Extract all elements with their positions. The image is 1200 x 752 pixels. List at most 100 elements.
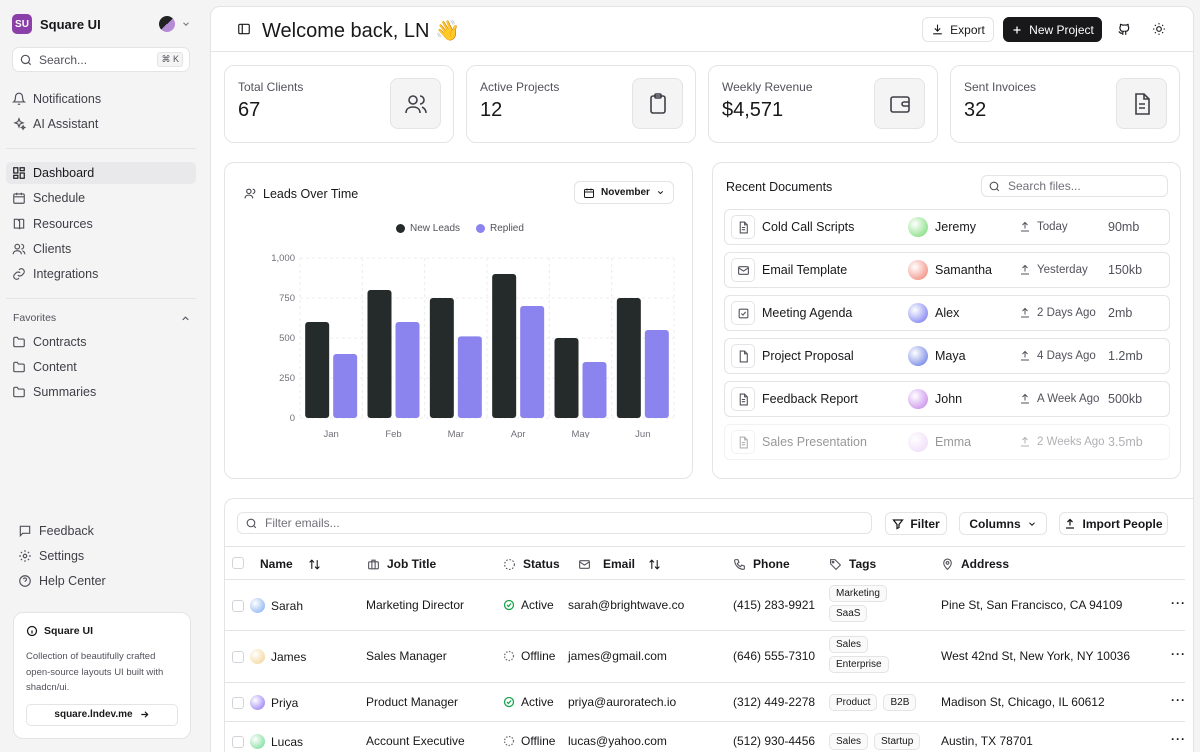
table-row[interactable]: Lucas Account Executive Offline lucas@yahoo… [225,722,1185,752]
favorite-item-summaries[interactable]: Summaries [6,381,196,403]
import-label: Import People [1082,516,1163,531]
sidebar-item-schedule[interactable]: Schedule [6,187,196,209]
sidebar-item-dashboard[interactable]: Dashboard [6,162,196,184]
sidebar-item-integrations[interactable]: Integrations [6,263,196,285]
loader-icon [503,735,515,747]
file-icon [739,350,748,362]
filter-button[interactable]: Filter [885,512,947,535]
sidebar-toggle-icon[interactable] [237,22,251,36]
sidebar-item-clients[interactable]: Clients [6,238,196,260]
document-row[interactable]: Feedback Report John A Week Ago 500kb [724,381,1170,417]
month-select[interactable]: November [574,181,674,204]
legend-swatch [476,224,485,233]
job-title-cell: Product Manager [366,695,459,709]
sidebar-item-notifications[interactable]: Notifications [6,88,196,110]
table-row[interactable]: James Sales Manager Offline james@gmail.com… [225,631,1185,683]
new-project-button[interactable]: New Project [1003,17,1102,42]
row-actions-icon[interactable]: ··· [1171,693,1186,707]
x-tick-label: Jan [324,429,339,438]
document-size: 3.5mb [1108,435,1143,449]
column-header-address[interactable]: Address [941,557,1009,571]
document-row[interactable]: Project Proposal Maya 4 Days Ago 1.2mb [724,338,1170,374]
search-icon [246,518,257,528]
check-circle-icon [503,696,515,708]
document-row[interactable]: Meeting Agenda Alex 2 Days Ago 2mb [724,295,1170,331]
row-actions-icon[interactable]: ··· [1171,732,1186,746]
row-actions-icon[interactable]: ··· [1171,596,1186,610]
stat-label: Total Clients [238,80,304,94]
columns-button[interactable]: Columns [959,512,1047,535]
row-checkbox[interactable] [232,697,244,709]
column-header-phone[interactable]: Phone [733,557,790,571]
promo-title: Square UI [26,625,178,637]
email-cell[interactable]: sarah@brightwave.co [568,598,685,612]
calendar-icon [13,192,25,204]
avatar [908,303,928,323]
bar-new-leads [554,338,579,418]
sidebar-search[interactable]: Search... ⌘ K [12,47,190,72]
favorites-header[interactable]: Favorites [13,312,191,324]
email-cell[interactable]: james@gmail.com [568,649,667,663]
row-checkbox[interactable] [232,600,244,612]
document-name: Cold Call Scripts [762,220,855,234]
sun-icon[interactable] [1152,22,1166,36]
doc-icon [739,436,748,448]
email-cell[interactable]: lucas@yahoo.com [568,734,667,748]
clipboard-icon [649,92,666,114]
person-name: Priya [271,695,299,710]
sidebar-item-help-center[interactable]: Help Center [12,570,196,592]
email-filter-placeholder: Filter emails... [265,516,340,530]
table-row[interactable]: Sarah Marketing Director Active sarah@brigh… [225,580,1185,631]
sparkles-icon [13,117,26,131]
column-header-status[interactable]: Status [503,557,560,571]
documents-title: Recent Documents [726,180,833,194]
document-owner: Alex [935,306,960,320]
column-header-name[interactable]: Name [260,557,321,571]
sidebar-item-settings[interactable]: Settings [12,545,196,567]
brand[interactable]: SU Square UI [12,14,101,34]
job-title-cell: Account Executive [366,734,465,748]
search-icon [989,181,1000,191]
download-icon [933,24,942,35]
favorite-item-contracts[interactable]: Contracts [6,331,196,353]
avatar [908,217,928,237]
x-tick-label: May [572,429,590,438]
sidebar-item-feedback[interactable]: Feedback [12,520,196,542]
sidebar-item-label: Help Center [39,574,106,588]
info-icon [26,625,38,637]
document-row[interactable]: Cold Call Scripts Jeremy Today 90mb [724,209,1170,245]
sidebar-item-ai-assistant[interactable]: AI Assistant [6,113,196,135]
briefcase-icon [368,559,379,569]
check-circle-icon [503,599,515,611]
folder-icon [13,336,25,348]
favorite-item-content[interactable]: Content [6,356,196,378]
document-row[interactable]: Email Template Samantha Yesterday 150kb [724,252,1170,288]
map-pin-icon [943,558,952,570]
column-header-job-title[interactable]: Job Title [367,557,436,571]
document-row[interactable]: Sales Presentation Emma 2 Weeks Ago 3.5mb [724,424,1170,460]
export-button[interactable]: Export [922,17,994,42]
github-icon[interactable] [1117,22,1131,36]
document-name: Project Proposal [762,349,854,363]
x-tick-label: Mar [448,429,464,438]
email-filter-input[interactable]: Filter emails... [237,512,872,534]
row-actions-icon[interactable]: ··· [1171,647,1186,661]
x-tick-label: Jun [635,429,650,438]
column-header-email[interactable]: Email [578,557,661,571]
column-header-label: Email [603,557,636,571]
email-cell[interactable]: priya@auroratech.io [568,695,677,709]
promo-link-button[interactable]: square.lndev.me [26,703,178,726]
document-size: 2mb [1108,306,1133,320]
table-row[interactable]: Priya Product Manager Active priya@aurorate… [225,683,1185,722]
sidebar-item-resources[interactable]: Resources [6,213,196,235]
doc-icon-box [731,258,755,282]
select-all-checkbox[interactable] [232,557,244,569]
user-menu[interactable] [159,16,191,32]
file-search-input[interactable]: Search files... [981,175,1168,197]
tag-badge: SaaS [829,605,868,622]
column-header-tags[interactable]: Tags [829,557,876,571]
row-checkbox[interactable] [232,651,244,663]
row-checkbox[interactable] [232,736,244,748]
wallet-icon [889,95,910,113]
import-people-button[interactable]: Import People [1059,512,1168,535]
